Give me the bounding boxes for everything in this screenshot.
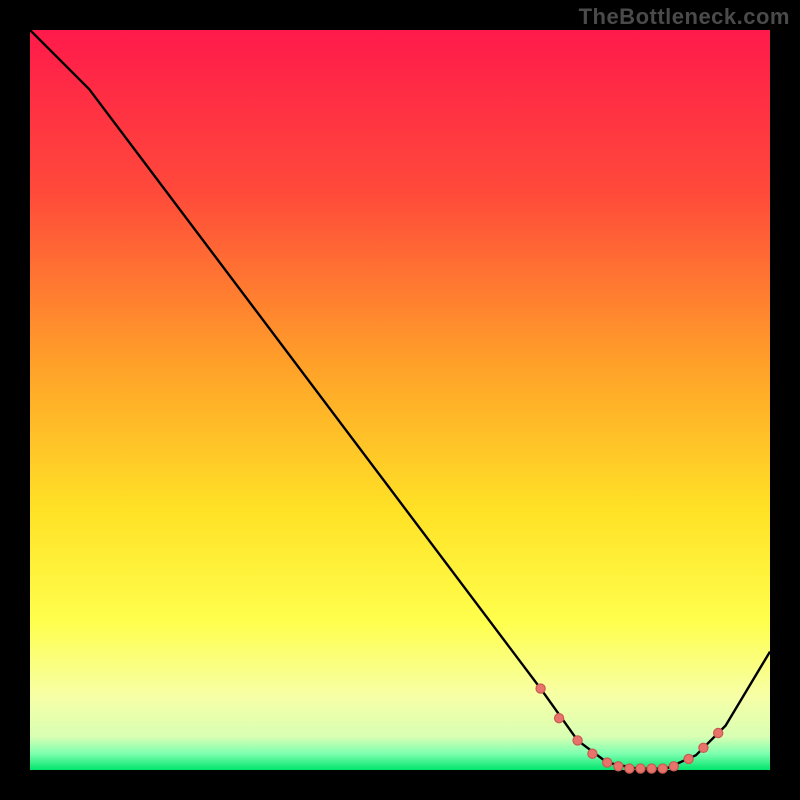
- curve-marker: [573, 736, 582, 745]
- curve-marker: [625, 764, 634, 773]
- curve-marker: [603, 758, 612, 767]
- chart-container: TheBottleneck.com: [0, 0, 800, 800]
- curve-marker: [636, 764, 645, 773]
- curve-marker: [555, 714, 564, 723]
- curve-marker: [588, 749, 597, 758]
- curve-marker: [669, 762, 678, 771]
- curve-marker: [699, 743, 708, 752]
- curve-marker: [684, 754, 693, 763]
- curve-marker: [647, 764, 656, 773]
- curve-marker: [714, 728, 723, 737]
- curve-marker: [536, 684, 545, 693]
- curve-marker: [614, 762, 623, 771]
- curve-marker: [658, 764, 667, 773]
- plot-background: [30, 30, 770, 770]
- watermark-text: TheBottleneck.com: [579, 4, 790, 30]
- chart-svg: [0, 0, 800, 800]
